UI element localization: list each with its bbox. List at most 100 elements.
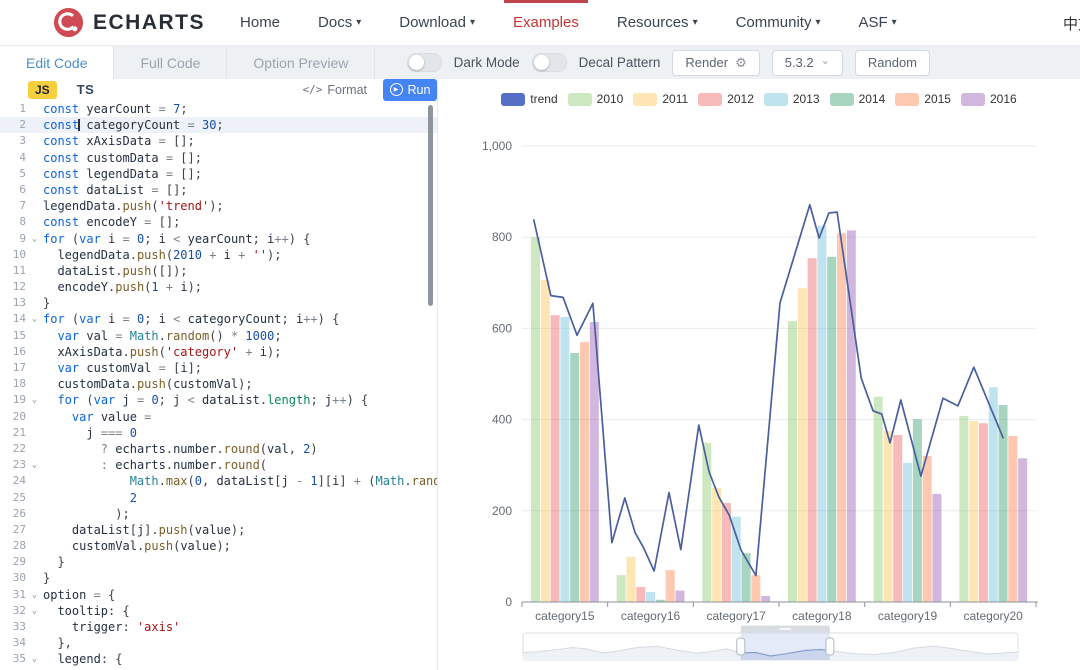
code-line[interactable]: 30} xyxy=(0,570,437,586)
fold-icon[interactable]: ⌄ xyxy=(31,460,38,471)
bar[interactable] xyxy=(922,456,932,602)
legend-item-2016[interactable]: 2016 xyxy=(960,92,1017,106)
bar[interactable] xyxy=(883,431,893,602)
fold-icon[interactable]: ⌄ xyxy=(31,654,38,665)
format-button[interactable]: </> Format xyxy=(303,83,367,97)
tab-option-preview[interactable]: Option Preview xyxy=(227,46,376,79)
bar[interactable] xyxy=(761,596,771,602)
code-line[interactable]: 25 2 xyxy=(0,490,437,506)
bar[interactable] xyxy=(817,225,827,603)
code-line[interactable]: 2 const categoryCount = 30; xyxy=(0,117,437,134)
code-editor[interactable]: 1 const yearCount = 7; 2 const categoryCoun… xyxy=(0,101,437,670)
bar[interactable] xyxy=(998,405,1008,602)
bar[interactable] xyxy=(978,423,988,602)
legend-item-2011[interactable]: 2011 xyxy=(633,92,688,106)
bar-series-2013[interactable] xyxy=(560,225,998,603)
bar[interactable] xyxy=(797,288,807,602)
bar[interactable] xyxy=(731,516,741,602)
code-line[interactable]: 35 ⌄ legend: { xyxy=(0,651,437,667)
code-line[interactable]: 22 ? echarts.number.round(val, 2) xyxy=(0,441,437,457)
bar[interactable] xyxy=(646,591,656,602)
bar[interactable] xyxy=(893,435,903,602)
bar-series-2015[interactable] xyxy=(580,233,1018,602)
dark-mode-toggle[interactable] xyxy=(406,53,442,72)
code-line[interactable]: 19 ⌄ for (var j = 0; j < dataList.length;… xyxy=(0,392,437,408)
code-line[interactable]: 16 xAxisData.push('category' + i); xyxy=(0,344,437,360)
code-line[interactable]: 8 const encodeY = []; xyxy=(0,214,437,230)
version-select[interactable]: 5.3.2 ⌄ xyxy=(771,49,843,76)
bar[interactable] xyxy=(589,322,599,602)
code-line[interactable]: 13} xyxy=(0,295,437,311)
legend-item-trend[interactable]: trend xyxy=(501,92,558,106)
nav-item-asf[interactable]: ASF ▾ xyxy=(839,0,915,45)
tab-ts[interactable]: TS xyxy=(76,82,95,97)
chart-canvas[interactable]: 0 200 400 600 800 1,000 category15 category16 ca… xyxy=(438,79,1080,670)
fold-icon[interactable]: ⌄ xyxy=(31,233,38,244)
bar[interactable] xyxy=(665,570,675,602)
editor-scrollbar[interactable] xyxy=(428,105,433,306)
bar-series-2011[interactable] xyxy=(540,280,979,602)
code-line[interactable]: 32 ⌄ tooltip: { xyxy=(0,603,437,619)
bar[interactable] xyxy=(873,396,883,602)
bar[interactable] xyxy=(655,599,665,602)
bar[interactable] xyxy=(560,317,570,602)
tab-edit-code[interactable]: Edit Code xyxy=(0,46,115,79)
bar[interactable] xyxy=(912,419,922,602)
bar-series-2012[interactable] xyxy=(550,258,988,602)
bar[interactable] xyxy=(531,237,540,602)
tab-full-code[interactable]: Full Code xyxy=(114,46,228,79)
bar[interactable] xyxy=(675,590,685,602)
code-line[interactable]: 27 dataList[j].push(value); xyxy=(0,522,437,538)
bar[interactable] xyxy=(1008,436,1018,602)
code-line[interactable]: 18 customData.push(customVal); xyxy=(0,376,437,392)
legend-item-2010[interactable]: 2010 xyxy=(567,92,623,106)
bar[interactable] xyxy=(988,387,998,602)
code-line[interactable]: 28 customVal.push(value); xyxy=(0,538,437,554)
bar[interactable] xyxy=(702,442,712,602)
code-line[interactable]: 1 const yearCount = 7; xyxy=(0,101,437,117)
code-line[interactable]: 7 legendData.push('trend'); xyxy=(0,198,437,214)
nav-item-community[interactable]: Community ▾ xyxy=(717,0,840,45)
bar[interactable] xyxy=(969,420,979,602)
render-button[interactable]: Render ⚙ xyxy=(672,49,760,76)
code-line[interactable]: 23 ⌄ : echarts.number.round( xyxy=(0,457,437,473)
brand[interactable]: ECHARTS xyxy=(52,6,205,39)
bar[interactable] xyxy=(827,256,837,602)
fold-icon[interactable]: ⌄ xyxy=(31,314,38,325)
datazoom-handle-left[interactable] xyxy=(736,637,746,656)
legend-item-2015[interactable]: 2015 xyxy=(895,92,951,106)
trend-line[interactable] xyxy=(532,203,1004,577)
fold-icon[interactable]: ⌄ xyxy=(31,589,38,600)
bar[interactable] xyxy=(721,503,731,602)
random-button[interactable]: Random xyxy=(854,49,930,76)
code-line[interactable]: 14 ⌄ for (var i = 0; i < categoryCount; i+… xyxy=(0,311,437,327)
bar[interactable] xyxy=(1018,458,1028,602)
legend-item-2012[interactable]: 2012 xyxy=(698,92,754,106)
run-button[interactable]: ▶ Run xyxy=(383,78,437,101)
code-line[interactable]: 31 ⌄ option = { xyxy=(0,587,437,603)
fold-icon[interactable]: ⌄ xyxy=(31,605,38,616)
bar[interactable] xyxy=(550,315,560,602)
bar-series-2016[interactable] xyxy=(589,230,1028,603)
code-line[interactable]: 29 } xyxy=(0,554,437,570)
code-line[interactable]: 11 dataList.push([]); xyxy=(0,263,437,279)
code-line[interactable]: 4 const customData = []; xyxy=(0,150,437,166)
code-line[interactable]: 5 const legendData = []; xyxy=(0,166,437,182)
code-line[interactable]: 9 ⌄ for (var i = 0; i < yearCount; i++) { xyxy=(0,231,437,247)
tab-js[interactable]: JS xyxy=(28,80,57,99)
code-line[interactable]: 10 legendData.push(2010 + i + ''); xyxy=(0,247,437,263)
bar[interactable] xyxy=(540,280,550,602)
bar[interactable] xyxy=(959,415,969,602)
code-line[interactable]: 26 ); xyxy=(0,506,437,522)
bar[interactable] xyxy=(741,553,751,602)
bar[interactable] xyxy=(807,258,817,602)
nav-item-docs[interactable]: Docs ▾ xyxy=(299,0,380,45)
bar[interactable] xyxy=(846,230,856,603)
nav-item-home[interactable]: Home xyxy=(221,0,299,45)
code-line[interactable]: 24 Math.max(0, dataList[j - 1][i] + (Mat… xyxy=(0,473,437,489)
legend-item-2013[interactable]: 2013 xyxy=(763,92,820,106)
datazoom-handle-right[interactable] xyxy=(825,637,835,656)
nav-item-resources[interactable]: Resources ▾ xyxy=(598,0,717,45)
nav-item-download[interactable]: Download ▾ xyxy=(380,0,494,45)
code-line[interactable]: 20 var value = xyxy=(0,409,437,425)
